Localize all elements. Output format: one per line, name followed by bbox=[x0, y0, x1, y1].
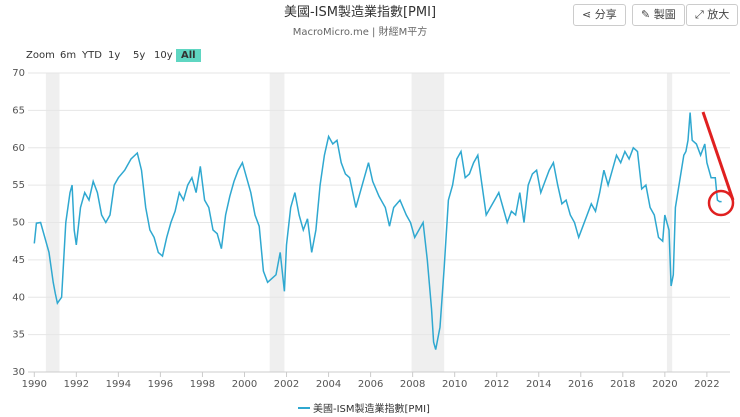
x-tick-label: 2014 bbox=[526, 379, 551, 390]
zoom-label: Zoom bbox=[26, 50, 55, 61]
annotation-circle bbox=[707, 189, 735, 217]
zoom-option[interactable]: 5y bbox=[133, 50, 146, 61]
x-tick-label: 2002 bbox=[274, 379, 299, 390]
x-tick-label: 1998 bbox=[190, 379, 215, 390]
share-button[interactable]: ⋖ 分享 bbox=[573, 4, 626, 26]
x-tick-label: 2018 bbox=[610, 379, 635, 390]
x-tick-label: 2012 bbox=[484, 379, 509, 390]
recession-band bbox=[411, 73, 445, 372]
chart-title: 美國-ISM製造業指數[PMI] bbox=[284, 4, 436, 20]
y-tick-label: 40 bbox=[12, 292, 25, 303]
x-tick-label: 2016 bbox=[568, 379, 593, 390]
x-tick-label: 2008 bbox=[400, 379, 425, 390]
button-label: 製圖 bbox=[653, 8, 676, 21]
y-tick-label: 65 bbox=[12, 105, 25, 116]
y-tick-label: 70 bbox=[12, 68, 25, 79]
zoom-option[interactable]: 1y bbox=[108, 50, 121, 61]
zoom-option[interactable]: All bbox=[176, 49, 201, 62]
zoom-option[interactable]: 10y bbox=[154, 50, 173, 61]
recession-band bbox=[269, 73, 285, 372]
data-line bbox=[33, 112, 722, 350]
button-label: 放大 bbox=[707, 8, 730, 21]
y-tick-label: 60 bbox=[12, 143, 25, 154]
x-tick-label: 2000 bbox=[232, 379, 257, 390]
chart-subtitle: MacroMicro.me | 財經M平方 bbox=[293, 25, 427, 38]
y-tick-label: 50 bbox=[12, 218, 25, 229]
x-tick-label: 1990 bbox=[22, 379, 47, 390]
y-tick-label: 35 bbox=[12, 330, 25, 341]
zoom-option[interactable]: YTD bbox=[82, 50, 102, 61]
x-tick-label: 1994 bbox=[106, 379, 131, 390]
legend-label: 美國-ISM製造業指數[PMI] bbox=[313, 402, 430, 415]
zoom-option[interactable]: 6m bbox=[60, 50, 77, 61]
y-tick-label: 55 bbox=[12, 180, 25, 191]
recession-band bbox=[666, 73, 673, 372]
annotation-line bbox=[701, 111, 735, 201]
chart-button[interactable]: ✎ 製圖 bbox=[632, 4, 685, 26]
x-tick-label: 2010 bbox=[442, 379, 467, 390]
x-tick-label: 1992 bbox=[64, 379, 89, 390]
zoom-button[interactable]: ⤢ 放大 bbox=[686, 4, 739, 26]
recession-band bbox=[45, 73, 60, 372]
y-tick-label: 30 bbox=[12, 367, 25, 378]
x-tick-label: 2022 bbox=[694, 379, 719, 390]
x-tick-label: 2006 bbox=[358, 379, 383, 390]
x-tick-label: 2004 bbox=[316, 379, 341, 390]
button-label: 分享 bbox=[594, 8, 617, 21]
y-tick-label: 45 bbox=[12, 255, 25, 266]
x-tick-label: 1996 bbox=[148, 379, 173, 390]
x-tick-label: 2020 bbox=[652, 379, 677, 390]
